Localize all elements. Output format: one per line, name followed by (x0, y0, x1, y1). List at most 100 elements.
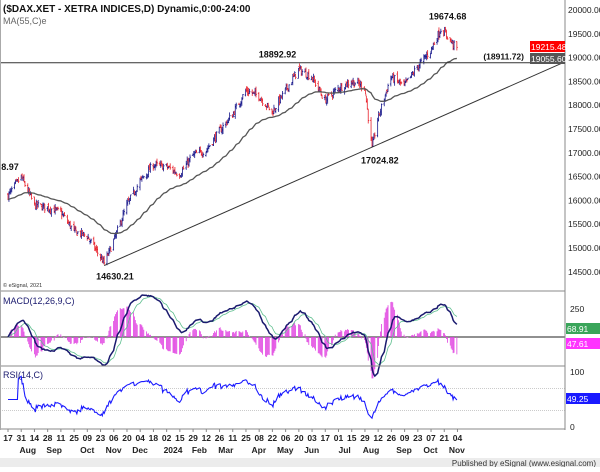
candle (175, 172, 178, 177)
x-day-label: 06 (281, 433, 291, 443)
candle (155, 158, 158, 167)
candle (132, 186, 135, 195)
macd-hist-tag: 47.61 (567, 339, 589, 349)
x-day-label: 20 (294, 433, 304, 443)
price-tick-label: 19500.00 (568, 29, 600, 39)
candle (294, 73, 297, 80)
rsi-tick-label: 100 (570, 367, 584, 377)
price-tick-label: 15500.00 (568, 219, 600, 229)
price-panel[interactable]: (18911.72) 16528.97 14630.21 18892.92 17024.… (0, 11, 566, 282)
candle (228, 112, 231, 121)
candle (453, 39, 456, 51)
x-day-label: 03 (307, 433, 317, 443)
x-day-label: 06 (109, 433, 119, 443)
price-tick-label: 19000.00 (568, 53, 600, 63)
candle (366, 98, 369, 110)
candle (314, 79, 317, 88)
rsi-value-tag-bg (566, 393, 600, 404)
candle (76, 231, 79, 235)
x-month-label: Jul (339, 445, 351, 455)
macd-hist-tag-bg (566, 338, 600, 349)
x-month-label: Oct (423, 445, 437, 455)
x-day-label: 17 (3, 433, 13, 443)
rsi-line (8, 375, 458, 420)
candle (301, 69, 304, 76)
candle (255, 86, 258, 98)
candle (37, 199, 40, 208)
candle (89, 238, 92, 244)
candle (83, 233, 86, 238)
horizontal-line-label: (18911.72) (483, 52, 524, 62)
candle (420, 57, 423, 63)
macd-line (7, 294, 458, 378)
x-month-label: Jun (304, 445, 319, 455)
candle (103, 255, 106, 265)
candle (281, 91, 284, 100)
candle (267, 102, 270, 108)
candle (393, 74, 396, 86)
macd-value-tag: 68.91 (567, 324, 589, 334)
x-day-label: 11 (56, 433, 65, 443)
candle (446, 36, 449, 40)
x-month-label: Mar (218, 445, 234, 455)
candle (160, 160, 163, 167)
candle (445, 29, 448, 40)
candle (109, 247, 112, 252)
price-annotation: 19674.68 (429, 11, 467, 21)
candle (304, 67, 307, 78)
x-day-label: 22 (268, 433, 278, 443)
x-month-label: Sep (46, 445, 62, 455)
x-day-label: 31 (16, 433, 26, 443)
candle (169, 163, 172, 170)
candle (122, 208, 125, 216)
x-day-label: 15 (175, 433, 185, 443)
moving-average-line (7, 57, 457, 235)
x-month-label: Feb (192, 445, 207, 455)
candle (274, 107, 277, 114)
rsi-panel[interactable] (0, 375, 565, 420)
candle (248, 88, 251, 94)
price-annotation: 14630.21 (96, 272, 134, 282)
candle (413, 65, 416, 77)
candle (88, 237, 91, 241)
candle (56, 206, 59, 211)
candle (215, 131, 218, 143)
x-month-label: Sep (396, 445, 412, 455)
candle (327, 93, 330, 97)
x-month-label: Aug (363, 445, 380, 455)
price-annotation: 16528.97 (0, 162, 19, 172)
candle (149, 162, 152, 173)
candle (129, 194, 132, 201)
candle (96, 246, 99, 257)
candle (354, 82, 357, 86)
macd-panel[interactable] (0, 294, 565, 379)
candle (70, 225, 73, 232)
candle (353, 80, 356, 88)
candle (373, 132, 376, 139)
x-day-label: 04 (135, 433, 145, 443)
candle (347, 79, 350, 89)
x-day-label: 18 (149, 433, 159, 443)
last-price-tag-bg (530, 41, 565, 52)
candle (43, 203, 46, 213)
candle (23, 181, 26, 187)
x-month-label: 2024 (164, 445, 183, 455)
x-month-label: Dec (132, 445, 148, 455)
candle (74, 226, 77, 231)
x-month-label: Nov (449, 445, 465, 455)
x-day-label: 23 (96, 433, 106, 443)
candle (334, 87, 337, 93)
candle (116, 225, 119, 234)
publisher-credit: Published by eSignal (www.esignal.com) (452, 459, 596, 467)
x-day-label: 29 (360, 433, 370, 443)
candle (202, 152, 205, 158)
candle (108, 245, 111, 254)
candle (241, 94, 244, 100)
candle (337, 84, 340, 94)
footer-bar (0, 458, 600, 467)
candle (188, 154, 191, 163)
candle (321, 94, 324, 99)
axes: 20000.00 19500.00 19000.00 18500.00 18000.00… (0, 0, 600, 455)
macd-tick-label: 250 (570, 304, 584, 314)
